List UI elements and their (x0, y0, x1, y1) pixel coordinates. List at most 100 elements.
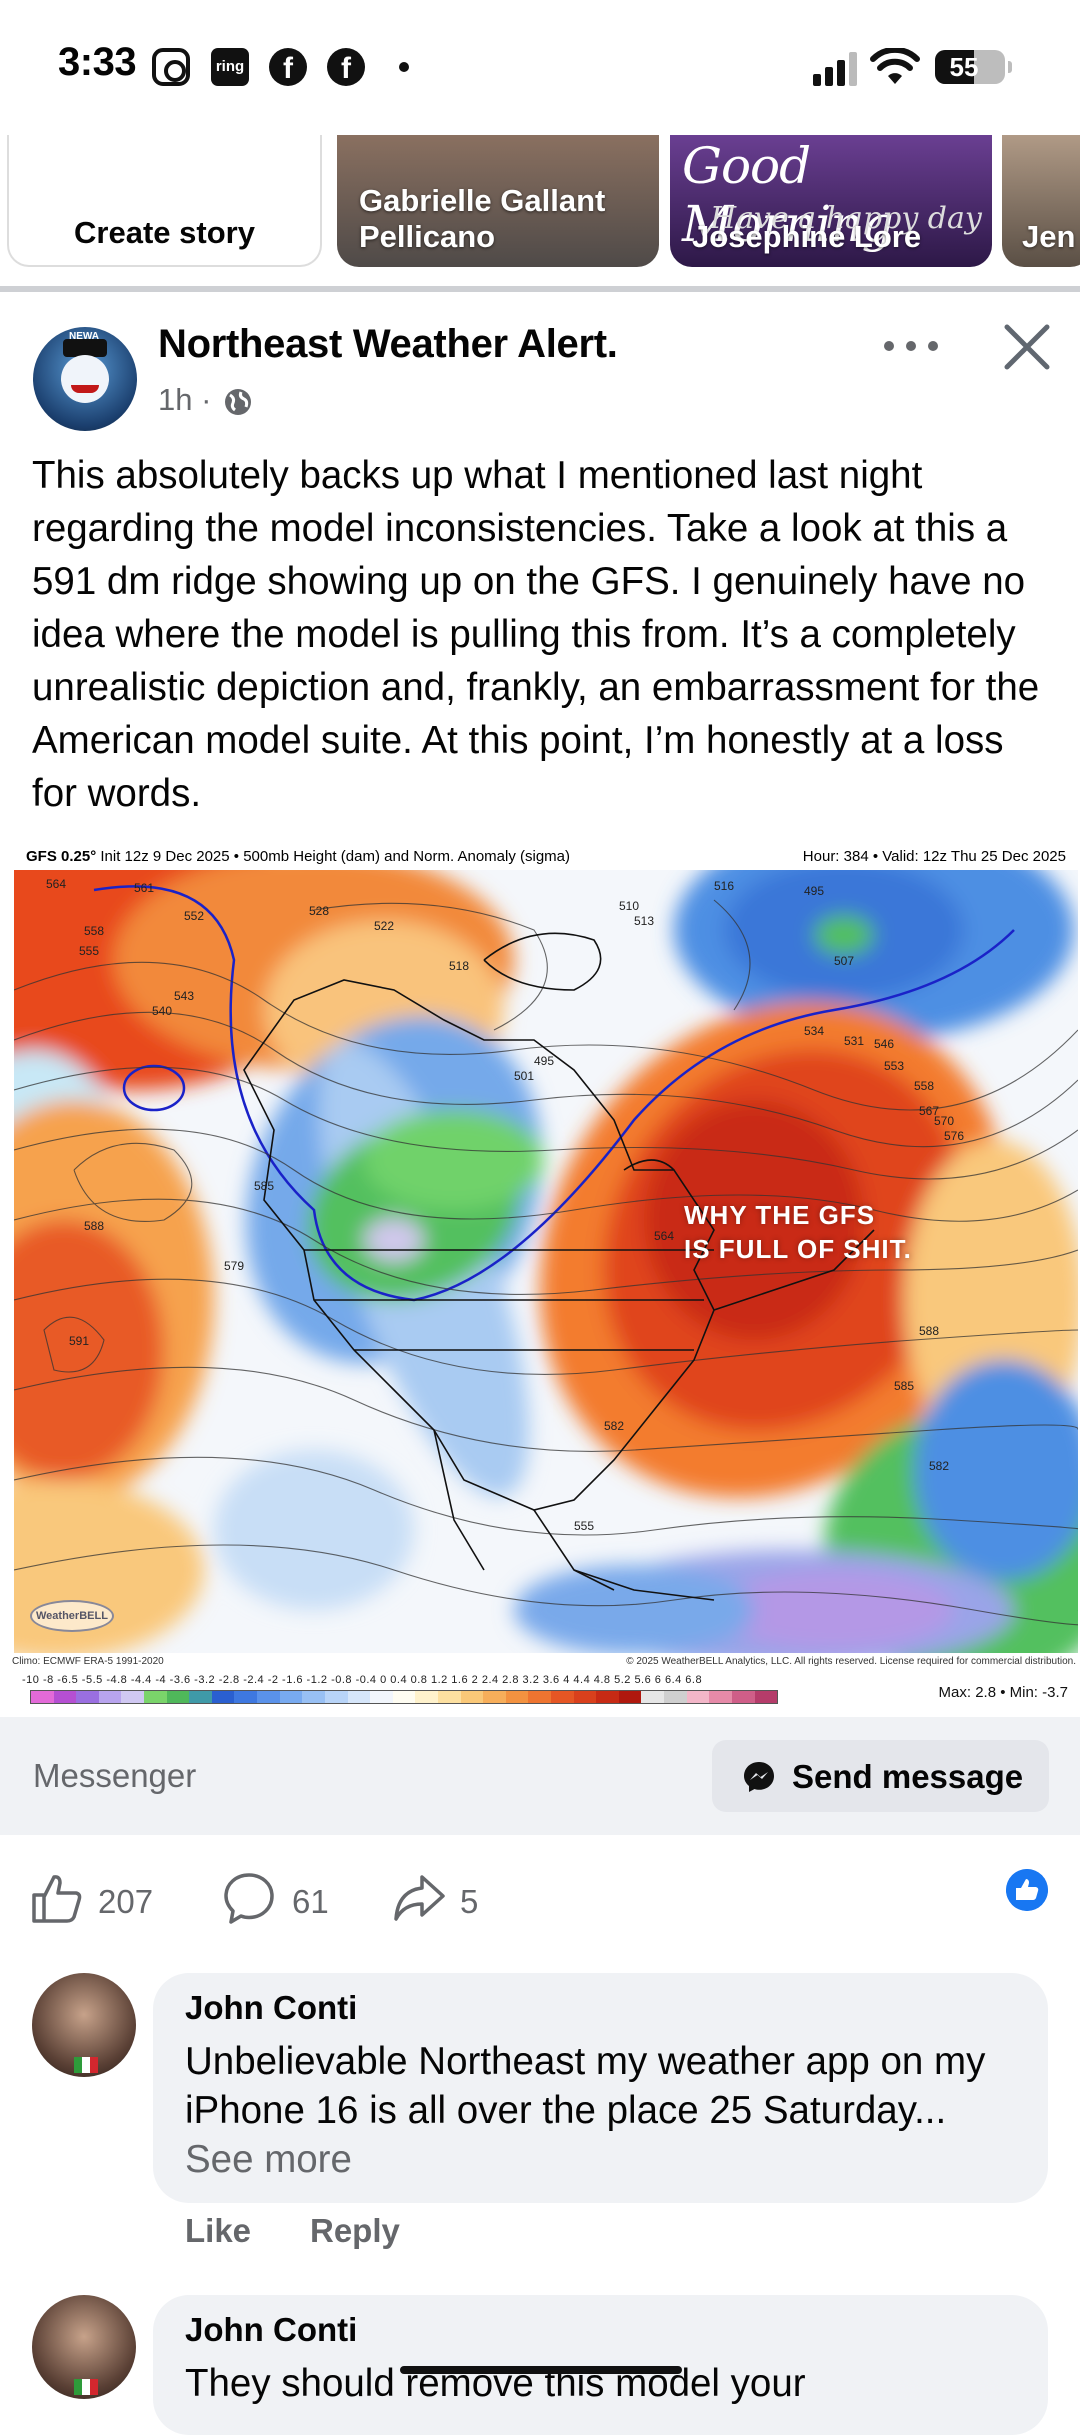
map-valid-time: Hour: 384 • Valid: 12z Thu 25 Dec 2025 (802, 848, 1066, 865)
contour-label: 501 (514, 1069, 534, 1083)
comment-reply-button[interactable]: Reply (310, 2212, 400, 2249)
contour-label: 591 (69, 1334, 89, 1348)
contour-label: 585 (254, 1179, 274, 1193)
contour-label: 553 (884, 1059, 904, 1073)
comment-bubble[interactable]: John Conti Unbelievable Northeast my wea… (153, 1973, 1048, 2203)
comment-bubble[interactable]: John Conti They should remove this model… (153, 2295, 1048, 2435)
comment-button[interactable]: 61 (222, 1871, 352, 1925)
status-bar: 3:33 ring f f 55 (0, 0, 1080, 135)
like-reaction-icon (1006, 1869, 1048, 1911)
more-options-icon[interactable] (884, 335, 940, 355)
contour-label: 510 (619, 899, 639, 913)
thumbs-up-icon (32, 1875, 82, 1923)
contour-label: 555 (79, 944, 99, 958)
contour-label: 567 (919, 1104, 939, 1118)
story-author: Jen (1022, 219, 1076, 254)
reaction-bar: 207 61 5 (0, 1835, 1080, 1955)
page-avatar[interactable]: NEWA (33, 327, 137, 431)
map-title: GFS 0.25° Init 12z 9 Dec 2025 • 500mb He… (26, 848, 570, 865)
comment-icon (224, 1873, 274, 1924)
contour-label: 495 (534, 1054, 554, 1068)
messenger-label: Messenger (33, 1757, 197, 1794)
home-indicator (400, 2366, 682, 2374)
share-button[interactable]: 5 (392, 1871, 502, 1925)
story-author: Gabrielle Gallant Pellicano (359, 183, 606, 254)
post-image-weather-map[interactable]: GFS 0.25° Init 12z 9 Dec 2025 • 500mb He… (10, 842, 1080, 1717)
contour-label: 582 (604, 1419, 624, 1433)
like-count: 207 (98, 1883, 154, 1920)
map-climo-note: Climo: ECMWF ERA-5 1991-2020 (12, 1656, 164, 1667)
messenger-icon (744, 1762, 774, 1792)
contour-label: 561 (134, 881, 154, 895)
contour-label: 570 (934, 1114, 954, 1128)
stories-tray: Create story Gabrielle Gallant Pellicano… (0, 135, 1080, 290)
avatar-hat (63, 339, 107, 357)
story-card[interactable]: Jen (1002, 135, 1080, 267)
cellular-signal-icon (813, 52, 857, 86)
map-overlay-caption: WHY THE GFS IS FULL OF SHIT. (684, 1198, 912, 1266)
facebook-icon: f (269, 48, 307, 86)
contour-label: 495 (804, 884, 824, 898)
battery-icon: 55 (935, 50, 1012, 84)
italy-flag-icon (74, 2379, 98, 2395)
contour-label: 585 (894, 1379, 914, 1393)
anomaly-map-field: 564 561 552 558 555 543 540 528 522 518 513 510 516 4… (14, 870, 1078, 1653)
contour-label: 543 (174, 989, 194, 1003)
battery-level (935, 50, 974, 84)
contour-label: 564 (46, 877, 66, 891)
send-message-label: Send message (792, 1758, 1024, 1795)
ring-icon: ring (211, 48, 249, 86)
contour-label: 555 (574, 1519, 594, 1533)
story-card[interactable]: Gabrielle Gallant Pellicano (337, 135, 659, 267)
contour-label: 507 (834, 954, 854, 968)
contour-label: 552 (184, 909, 204, 923)
color-scale-ticks: -10 -8 -6.5 -5.5 -4.8 -4.4 -4 -3.6 -3.2 … (22, 1674, 703, 1686)
story-card[interactable]: Good Morning Have a happy day Josephine … (670, 135, 992, 267)
commenter-avatar[interactable] (32, 1973, 136, 2077)
create-story-card[interactable]: Create story (7, 135, 322, 267)
commenter-avatar[interactable] (32, 2295, 136, 2399)
contour-label: 540 (152, 1004, 172, 1018)
contour-label: 558 (914, 1079, 934, 1093)
comment-like-button[interactable]: Like (185, 2212, 252, 2249)
section-divider (0, 286, 1080, 292)
wifi-icon (870, 48, 920, 84)
contour-label: 546 (874, 1037, 894, 1051)
contour-label: 522 (374, 919, 394, 933)
story-overlay-subtext: Have a happy day (710, 201, 982, 236)
send-message-button[interactable]: Send message (712, 1740, 1049, 1812)
like-button[interactable]: 207 (30, 1871, 170, 1925)
share-icon (394, 1875, 445, 1921)
close-icon[interactable] (1002, 322, 1052, 372)
commenter-name[interactable]: John Conti (185, 2311, 358, 2348)
story-author: Josephine Lore (692, 219, 922, 254)
status-time: 3:33 (58, 40, 137, 84)
overlay-line-2: IS FULL OF SHIT. (684, 1234, 912, 1264)
post-time: 1h · (158, 382, 212, 417)
contour-label: 516 (714, 879, 734, 893)
share-count: 5 (460, 1883, 479, 1920)
globe-icon (225, 389, 251, 415)
map-max-min: Max: 2.8 • Min: -3.7 (938, 1684, 1068, 1701)
facebook-icon: f (327, 48, 365, 86)
contour-label: 588 (919, 1324, 939, 1338)
contour-label: 579 (224, 1259, 244, 1273)
comment-body: Unbelievable Northeast my weather app on… (185, 2040, 986, 2132)
instagram-icon (152, 48, 190, 86)
contour-label: 582 (929, 1459, 949, 1473)
avatar-face (61, 355, 109, 403)
commenter-name[interactable]: John Conti (185, 1989, 358, 2026)
page-name[interactable]: Northeast Weather Alert. (158, 322, 618, 366)
story-overlay-text: Good Morning (682, 137, 894, 253)
battery-percent: 55 (949, 52, 979, 82)
contour-label: 518 (449, 959, 469, 973)
contour-label: 528 (309, 904, 329, 918)
weatherbell-logo: WeatherBELL (30, 1600, 114, 1632)
see-more-link[interactable]: See more (185, 2138, 352, 2181)
comment-text: Unbelievable Northeast my weather app on… (185, 2037, 1025, 2184)
color-scale-bar (30, 1690, 778, 1704)
notification-dot-icon (399, 62, 409, 72)
map-model-label: GFS 0.25° (26, 848, 97, 865)
